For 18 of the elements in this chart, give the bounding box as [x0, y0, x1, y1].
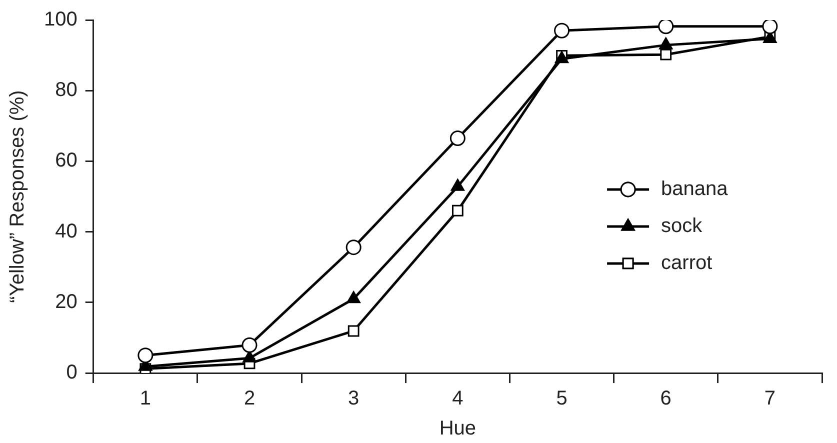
y-axis-title: “Yellow” Responses (%) [6, 90, 29, 303]
x-tick-label: 2 [244, 388, 256, 410]
y-tick-label: 20 [55, 290, 78, 313]
y-tick-label: 40 [55, 220, 78, 242]
y-tick-label: 80 [55, 79, 78, 102]
x-tick-label: 1 [140, 388, 151, 410]
x-tick-label: 5 [556, 388, 568, 410]
x-tick-label: 6 [660, 388, 672, 410]
y-tick-label: 0 [66, 362, 78, 384]
legend-label: banana [661, 178, 729, 200]
y-tick-label: 100 [44, 8, 78, 31]
x-axis-title: Hue [439, 418, 476, 440]
legend-label: carrot [661, 252, 713, 274]
x-tick-label: 7 [764, 388, 776, 410]
x-tick-label: 3 [348, 388, 360, 410]
legend-label: sock [661, 214, 704, 237]
y-tick-label: 60 [55, 150, 78, 172]
x-tick-label: 4 [452, 388, 464, 410]
